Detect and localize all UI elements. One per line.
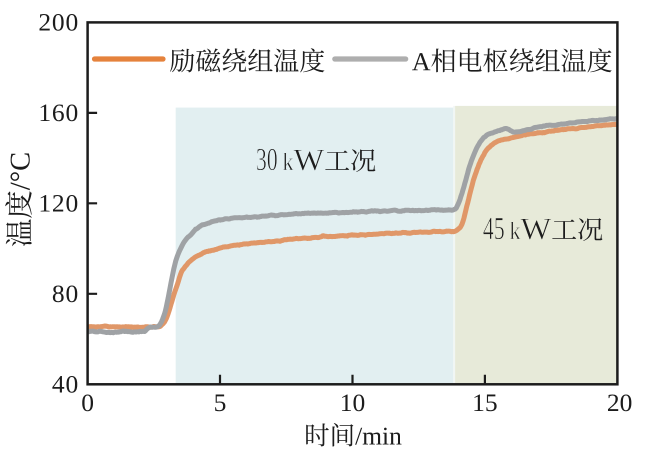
svg-text:10: 10 [340, 388, 366, 417]
svg-text:20: 20 [607, 388, 633, 417]
svg-text:160: 160 [38, 98, 79, 127]
svg-text:40: 40 [52, 370, 79, 399]
svg-text:120: 120 [38, 189, 79, 218]
svg-text:0: 0 [81, 388, 94, 417]
svg-text:15: 15 [472, 388, 498, 417]
svg-text:5: 5 [214, 388, 227, 417]
svg-text:200: 200 [38, 8, 79, 37]
svg-text:80: 80 [52, 279, 79, 308]
